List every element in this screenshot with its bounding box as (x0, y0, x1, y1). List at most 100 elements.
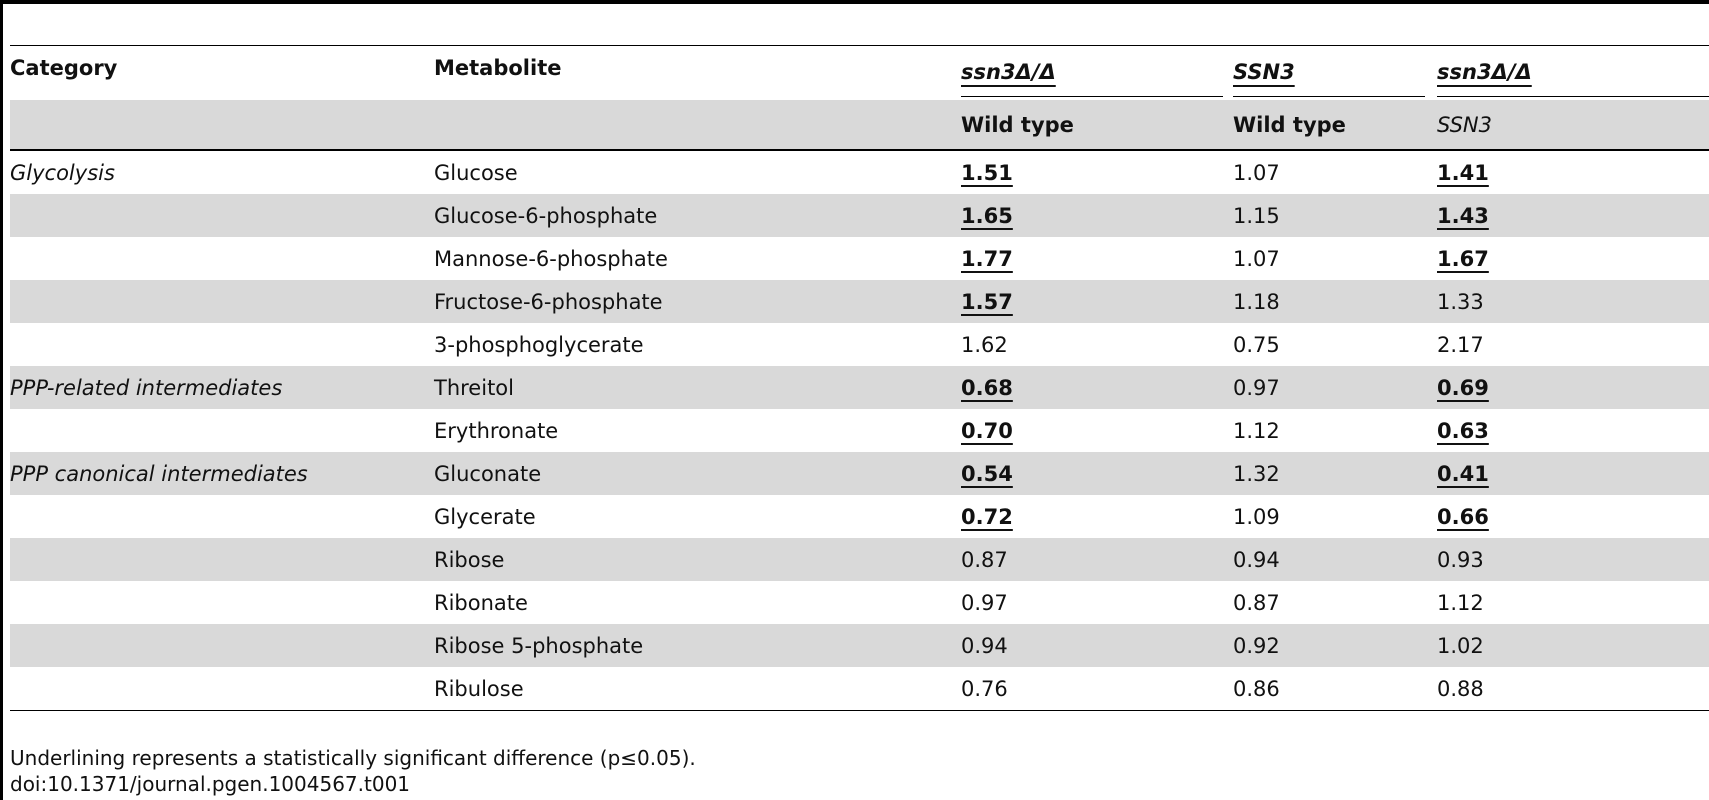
ratio-ssn3-vs-wildtype-cell: 0.54 (961, 452, 1013, 495)
value-text: 0.88 (1437, 676, 1484, 701)
significant-value: 0.41 (1437, 461, 1489, 486)
value-text: 0.87 (961, 547, 1008, 572)
value-text: 2.17 (1437, 332, 1484, 357)
value-text: 0.97 (961, 590, 1008, 615)
value-text: Erythronate (434, 418, 559, 443)
table-body: Glycolysis Glucose 1.51 1.07 1.41 Glucose-6-p… (10, 151, 1709, 710)
value-text: Glycolysis (10, 160, 115, 185)
table-row: PPP canonical intermediates Gluconate 0.54… (10, 452, 1709, 495)
table-row: Ribose 5-phosphate 0.94 0.92 1.02 (10, 624, 1709, 667)
metabolite-cell: Glucose-6-phosphate (434, 194, 657, 237)
header-comparison-1-numerator: ssn3Δ/Δ (961, 60, 1056, 84)
ratio-SSN3-vs-wildtype-cell: 1.32 (1233, 452, 1280, 495)
value-text: 0.94 (961, 633, 1008, 658)
ratio-ssn3-vs-SSN3-cell: 1.67 (1437, 237, 1489, 280)
ratio-SSN3-vs-wildtype-cell: 1.07 (1233, 237, 1280, 280)
table-row: Ribose 0.87 0.94 0.93 (10, 538, 1709, 581)
table-left-border (0, 0, 3, 800)
value-text: 0.87 (1233, 590, 1280, 615)
ratio-ssn3-vs-SSN3-cell: 0.88 (1437, 667, 1484, 710)
ratio-ssn3-vs-wildtype-cell: 1.65 (961, 194, 1013, 237)
ratio-ssn3-vs-wildtype-cell: 1.51 (961, 151, 1013, 194)
doi-text: doi:10.1371/journal.pgen.1004567.t001 (10, 772, 411, 796)
value-text: 1.02 (1437, 633, 1484, 658)
significant-value: 1.43 (1437, 203, 1489, 228)
value-text: Mannose-6-phosphate (434, 246, 668, 271)
value-text: 0.93 (1437, 547, 1484, 572)
significant-value: 0.68 (961, 375, 1013, 400)
header-comparison-3-rule (1437, 96, 1709, 97)
ratio-ssn3-vs-wildtype-cell: 1.62 (961, 323, 1008, 366)
metabolite-cell: Gluconate (434, 452, 541, 495)
ratio-ssn3-vs-wildtype-cell: 1.77 (961, 237, 1013, 280)
value-text: Ribose 5-phosphate (434, 633, 644, 658)
metabolite-cell: Ribose 5-phosphate (434, 624, 643, 667)
ratio-ssn3-vs-wildtype-cell: 0.68 (961, 366, 1013, 409)
ratio-SSN3-vs-wildtype-cell: 0.94 (1233, 538, 1280, 581)
header-comparison-1-rule (961, 96, 1223, 97)
value-text: 1.32 (1233, 461, 1280, 486)
ratio-ssn3-vs-SSN3-cell: 0.69 (1437, 366, 1489, 409)
ratio-ssn3-vs-wildtype-cell: 0.97 (961, 581, 1008, 624)
ratio-ssn3-vs-SSN3-cell: 1.12 (1437, 581, 1484, 624)
value-text: Ribonate (434, 590, 528, 615)
ratio-SSN3-vs-wildtype-cell: 1.12 (1233, 409, 1280, 452)
table-top-border (0, 0, 1709, 4)
value-text: 1.33 (1437, 289, 1484, 314)
significant-value: 1.41 (1437, 160, 1489, 185)
significant-value: 0.69 (1437, 375, 1489, 400)
category-cell: PPP canonical intermediates (10, 452, 308, 495)
value-text: Ribose (434, 547, 505, 572)
ratio-SSN3-vs-wildtype-cell: 0.92 (1233, 624, 1280, 667)
ratio-ssn3-vs-SSN3-cell: 0.66 (1437, 495, 1489, 538)
value-text: 1.18 (1233, 289, 1280, 314)
metabolite-cell: Glucose (434, 151, 518, 194)
table-row: Glucose-6-phosphate 1.65 1.15 1.43 (10, 194, 1709, 237)
ratio-ssn3-vs-SSN3-cell: 2.17 (1437, 323, 1484, 366)
metabolite-cell: Fructose-6-phosphate (434, 280, 663, 323)
table-row: Glycerate 0.72 1.09 0.66 (10, 495, 1709, 538)
ratio-ssn3-vs-SSN3-cell: 0.93 (1437, 538, 1484, 581)
metabolite-cell: Threitol (434, 366, 514, 409)
ratio-ssn3-vs-SSN3-cell: 1.43 (1437, 194, 1489, 237)
significant-value: 1.67 (1437, 246, 1489, 271)
ratio-ssn3-vs-SSN3-cell: 1.02 (1437, 624, 1484, 667)
value-text: Glucose (434, 160, 518, 185)
ratio-ssn3-vs-SSN3-cell: 1.41 (1437, 151, 1489, 194)
table-row: Erythronate 0.70 1.12 0.63 (10, 409, 1709, 452)
header-comparison-2-denominator: Wild type (1233, 112, 1346, 137)
table-footnote: Underlining represents a statistically s… (10, 746, 696, 770)
significant-value: 0.72 (961, 504, 1013, 529)
value-text: Glycerate (434, 504, 536, 529)
header-top-rule (10, 45, 1709, 46)
header-comparison-2-numerator: SSN3 (1233, 60, 1295, 84)
header-metabolite: Metabolite (434, 56, 562, 80)
header-category: Category (10, 56, 118, 80)
value-text: 1.09 (1233, 504, 1280, 529)
ratio-SSN3-vs-wildtype-cell: 1.07 (1233, 151, 1280, 194)
metabolite-cell: Ribulose (434, 667, 524, 710)
ratio-SSN3-vs-wildtype-cell: 0.86 (1233, 667, 1280, 710)
table-row: 3-phosphoglycerate 1.62 0.75 2.17 (10, 323, 1709, 366)
category-cell: Glycolysis (10, 151, 115, 194)
value-text: 1.07 (1233, 160, 1280, 185)
table-row: Ribonate 0.97 0.87 1.12 (10, 581, 1709, 624)
metabolite-cell: Mannose-6-phosphate (434, 237, 668, 280)
value-text: 1.12 (1233, 418, 1280, 443)
metabolite-cell: Ribose (434, 538, 504, 581)
metabolite-cell: Glycerate (434, 495, 536, 538)
value-text: 0.76 (961, 676, 1008, 701)
header-row-1: Category Metabolite ssn3Δ/Δ SSN3 ssn3Δ/Δ (10, 46, 1709, 100)
value-text: 0.94 (1233, 547, 1280, 572)
ratio-ssn3-vs-wildtype-cell: 0.94 (961, 624, 1008, 667)
ratio-ssn3-vs-wildtype-cell: 0.87 (961, 538, 1008, 581)
value-text: Glucose-6-phosphate (434, 203, 658, 228)
value-text: 1.15 (1233, 203, 1280, 228)
ratio-ssn3-vs-SSN3-cell: 0.63 (1437, 409, 1489, 452)
value-text: 0.92 (1233, 633, 1280, 658)
ratio-SSN3-vs-wildtype-cell: 0.87 (1233, 581, 1280, 624)
table-row: Mannose-6-phosphate 1.77 1.07 1.67 (10, 237, 1709, 280)
ratio-ssn3-vs-wildtype-cell: 0.76 (961, 667, 1008, 710)
value-text: 3-phosphoglycerate (434, 332, 644, 357)
ratio-SSN3-vs-wildtype-cell: 0.97 (1233, 366, 1280, 409)
